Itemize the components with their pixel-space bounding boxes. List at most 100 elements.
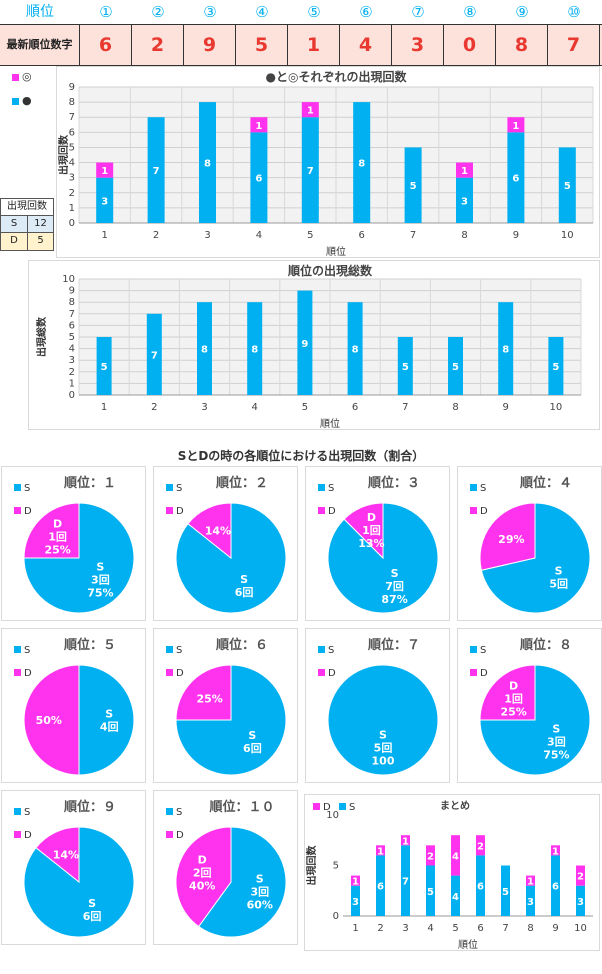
bar-value-label: 5 <box>101 362 108 373</box>
pie-legend-s-label: S <box>24 807 30 818</box>
appearance-count-table: 出現回数 S 12 D 5 <box>0 198 54 251</box>
pie-label-d: 40% <box>189 880 215 893</box>
bar <box>353 102 371 223</box>
pie-label-d: 2回 <box>193 866 212 880</box>
pie-panel-2: 順位：２ S D S 6回 14% <box>153 466 298 621</box>
y-tick-label: 8 <box>69 297 75 308</box>
y-tick-label: 9 <box>69 286 75 297</box>
legend-swatch-s <box>339 803 346 810</box>
pie-legend-s-label: S <box>328 483 334 494</box>
x-axis-title: 順位 <box>458 938 478 951</box>
x-tick-label: 9 <box>513 230 519 241</box>
rank-header-10: ⑩ <box>567 3 581 21</box>
bar-value-label: 8 <box>352 345 359 356</box>
pie-slice-d <box>175 664 232 721</box>
bar <box>551 855 560 916</box>
pie-label-d: 1回 <box>362 523 381 537</box>
pie-legend-s-swatch <box>318 646 325 653</box>
bar-value-label: 6 <box>477 882 484 893</box>
bar <box>507 117 525 133</box>
pie-legend-s-swatch <box>166 808 173 815</box>
y-tick-label: 4 <box>69 158 75 169</box>
pie-label-d: 25% <box>500 706 526 719</box>
pie-label-s: 75% <box>543 748 569 761</box>
pie-legend-d-label: D <box>328 506 336 517</box>
pie-legend-d-label: D <box>24 830 32 841</box>
pie-label-s: S <box>391 567 399 580</box>
bar-value-label: 6 <box>512 174 519 185</box>
pie-title: 順位：５ <box>64 637 116 653</box>
y-tick-label: 9 <box>69 82 75 93</box>
pie-legend-d-swatch <box>166 831 173 838</box>
pie-label-s: 6回 <box>83 909 102 923</box>
pie-label-s: S <box>105 708 113 721</box>
bar <box>96 162 114 178</box>
table-s-label: S <box>1 216 28 232</box>
bar-value-label: 6 <box>377 882 384 893</box>
bar-value-label: 5 <box>552 362 559 373</box>
pie-slice-s <box>480 502 591 614</box>
bar <box>476 835 485 856</box>
x-tick-label: 7 <box>502 923 508 934</box>
pie-label-s: 60% <box>247 898 273 911</box>
pie-legend-d-label: D <box>176 830 184 841</box>
latest-digit-6: 4 <box>340 25 392 65</box>
pie-legend-d-swatch <box>14 831 21 838</box>
pie-legend-s-swatch <box>14 484 21 491</box>
bar-value-label: 3 <box>101 196 108 207</box>
pie-label-s: S <box>240 573 248 586</box>
pie-title: 順位：４ <box>520 475 572 491</box>
pie-title: 順位：９ <box>64 799 116 815</box>
summary-chart-panel: 0 5 10 1 3 1 2 6 1 3 7 1 4 5 2 5 4 4 6 6 2 7 5 8 3 1 9 6 1 10 3 2 まとめ 順位出… <box>304 794 600 951</box>
x-tick-label: 8 <box>452 402 458 413</box>
bar-value-label: 5 <box>410 181 417 192</box>
table-s-value: 12 <box>34 218 47 229</box>
rank-header-4: ④ <box>255 3 269 21</box>
pie-label-d: 25% <box>44 544 70 557</box>
bar <box>376 845 385 856</box>
pie-label-s: S <box>555 564 563 577</box>
bar <box>401 845 410 916</box>
bar-value-label: 4 <box>452 892 459 903</box>
pie-legend-s-swatch <box>166 646 173 653</box>
pie-title: 順位：７ <box>368 637 420 653</box>
pie-label-s: S <box>379 729 387 742</box>
latest-digit-4: 5 <box>236 25 288 65</box>
bar <box>301 117 319 223</box>
bar <box>456 177 473 223</box>
pie-label-s: 75% <box>87 586 113 599</box>
pie-label-s: 3回 <box>547 734 566 748</box>
pie-slice-d <box>187 502 232 560</box>
pie-slice-s <box>197 826 287 938</box>
x-tick-label: 5 <box>452 923 458 934</box>
bar-value-label: 8 <box>502 345 509 356</box>
bar <box>351 885 360 916</box>
pie-label-s: 5回 <box>549 576 568 590</box>
latest-digit-1: 6 <box>80 25 132 65</box>
y-tick-label: 10 <box>62 274 75 285</box>
y-tick-label: 0 <box>69 390 75 401</box>
x-tick-label: 1 <box>101 402 107 413</box>
bar <box>426 865 435 916</box>
rank-header-1: ① <box>99 3 113 21</box>
y-axis-title: 出現回数 <box>305 845 318 886</box>
pie-legend-d-label: D <box>176 506 184 517</box>
bar <box>297 290 313 395</box>
rank-header-2: ② <box>151 3 165 21</box>
pie-label-d: 14% <box>205 525 231 538</box>
bar-value-label: 7 <box>153 166 160 177</box>
bar-value-label: 1 <box>352 877 359 888</box>
y-tick-label: 5 <box>69 332 75 343</box>
x-tick-label: 6 <box>352 402 358 413</box>
pie-legend-s-swatch <box>470 646 477 653</box>
pie-label-d: 29% <box>498 533 524 546</box>
bar-value-label: 2 <box>427 851 434 862</box>
bar <box>146 313 162 395</box>
bar <box>558 147 576 223</box>
